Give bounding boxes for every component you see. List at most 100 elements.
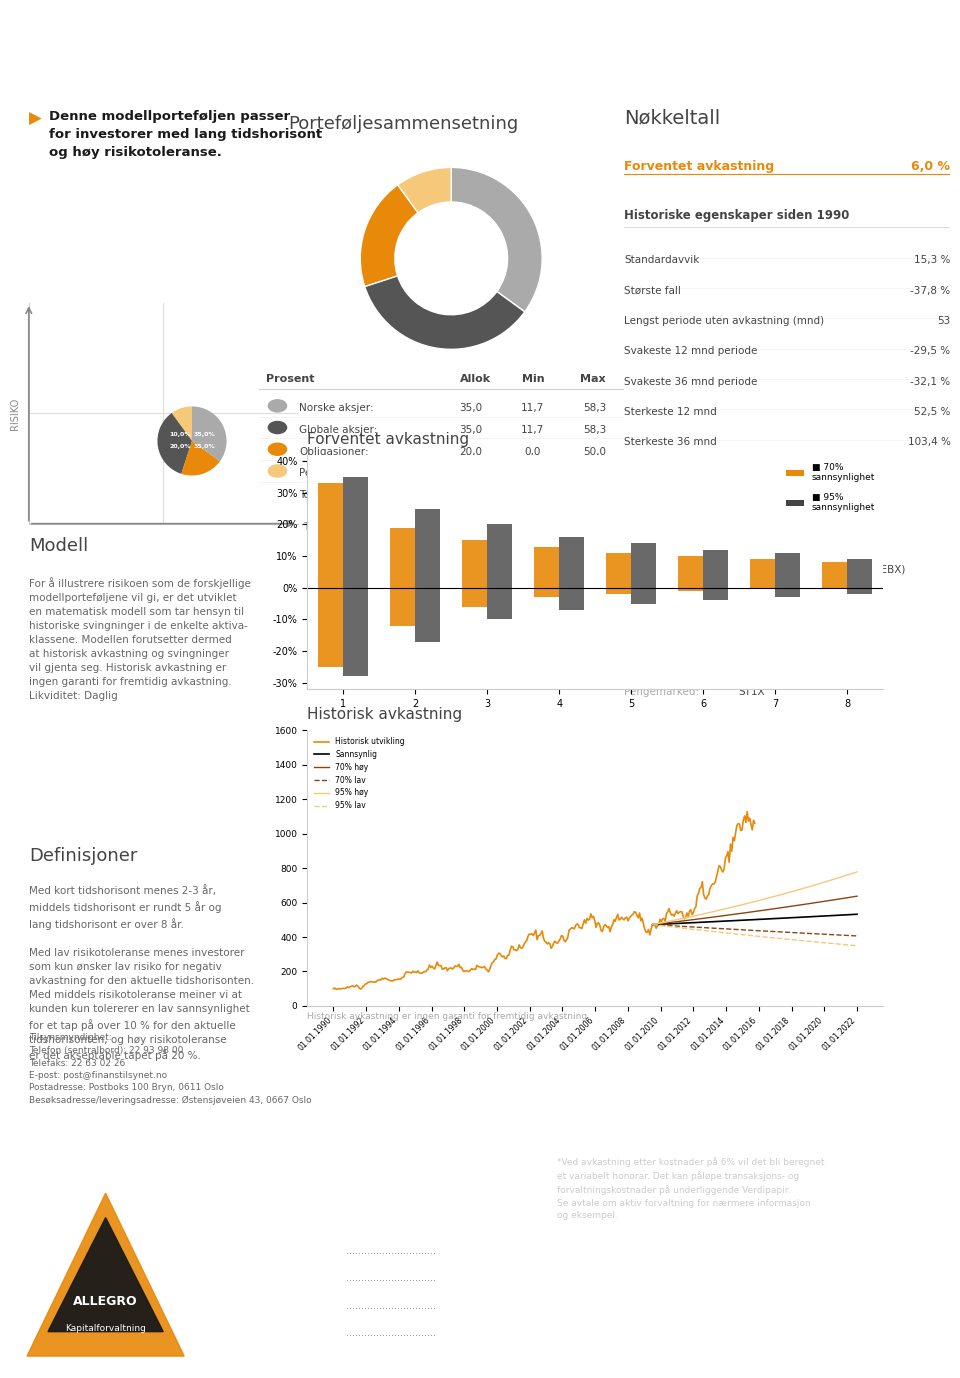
Sannsynlig — [769, 911, 780, 927]
Text: 10,0%: 10,0% — [169, 431, 191, 437]
95% lav — [771, 930, 782, 947]
Polygon shape — [27, 1193, 184, 1356]
70% høy — [769, 900, 780, 916]
Line: 70% lav: 70% lav — [653, 925, 857, 936]
Sannsynlig — [779, 909, 790, 926]
Bar — [606, 553, 632, 587]
Sannsynlig — [737, 912, 749, 929]
Text: -32,1 %: -32,1 % — [910, 376, 950, 387]
Text: Variabelt forvaltningshonorar*: Variabelt forvaltningshonorar* — [211, 1328, 370, 1338]
70% høy — [828, 892, 839, 908]
Text: Total aksjeandel:: Total aksjeandel: — [300, 491, 387, 500]
Text: 50,0: 50,0 — [584, 446, 607, 456]
Text: Største fall: Største fall — [624, 285, 681, 296]
Text: Standardavvik: Standardavvik — [624, 255, 700, 265]
Bar — [487, 587, 513, 619]
Text: 58,3: 58,3 — [583, 404, 607, 413]
95% lav — [786, 932, 798, 948]
Bar — [390, 528, 415, 587]
70% høy — [852, 887, 863, 904]
Bar — [750, 559, 775, 587]
Text: 0,0: 0,0 — [524, 469, 541, 478]
Sannsynlig — [786, 909, 798, 926]
70% lav — [647, 916, 659, 933]
Text: Historisk avkastning er ingen garanti for fremtidig avkastning.: Historisk avkastning er ingen garanti fo… — [307, 1011, 590, 1021]
Text: Pengemarked:: Pengemarked: — [300, 469, 374, 478]
Text: 0,00 %: 0,00 % — [505, 1273, 540, 1283]
Bar — [848, 559, 873, 587]
70% lav — [771, 923, 782, 940]
70% lav — [769, 923, 780, 940]
Text: Definisjoner: Definisjoner — [29, 847, 137, 865]
Bar — [776, 553, 801, 587]
Text: 103,4 %: 103,4 % — [907, 437, 950, 448]
Bar — [559, 587, 585, 610]
Text: 0,0: 0,0 — [524, 446, 541, 456]
70% lav — [737, 922, 749, 938]
95% lav — [828, 936, 839, 952]
Wedge shape — [157, 413, 192, 474]
Text: TID: TID — [303, 522, 320, 532]
Sannsynlig — [852, 905, 863, 922]
95% lav — [737, 926, 749, 943]
70% høy — [779, 898, 790, 915]
Text: 70,0: 70,0 — [459, 491, 482, 500]
Bar — [678, 557, 703, 587]
Text: ALLEGRO: ALLEGRO — [73, 1295, 138, 1308]
Text: ST4X: ST4X — [738, 646, 765, 656]
Text: Forventet avkastning: Forventet avkastning — [624, 160, 774, 172]
Text: *Ved avkastning etter kostnader på 6% vil det bli beregnet
et variabelt honorar.: *Ved avkastning etter kostnader på 6% vi… — [557, 1158, 825, 1220]
Bar — [632, 587, 657, 604]
70% lav — [828, 926, 839, 943]
Circle shape — [269, 422, 287, 434]
95% lav — [779, 930, 790, 947]
Text: Pengemarked:: Pengemarked: — [624, 686, 699, 697]
Line: 70% høy: 70% høy — [653, 896, 857, 925]
95% lav — [852, 937, 863, 954]
Text: 35,0: 35,0 — [459, 404, 482, 413]
Historisk utvikling — [376, 970, 388, 987]
Text: Norske aksjer:: Norske aksjer: — [624, 564, 699, 575]
95% høy — [828, 871, 839, 887]
Line: 95% høy: 95% høy — [653, 872, 857, 925]
70% høy — [647, 916, 659, 933]
Text: Sterkeste 12 mnd: Sterkeste 12 mnd — [624, 407, 717, 418]
Text: Allok: Allok — [460, 373, 491, 383]
Bar — [318, 484, 344, 587]
Text: Aktivaklassenes referanseindekser: Aktivaklassenes referanseindekser — [624, 526, 857, 540]
Text: 10 %: 10 % — [515, 1328, 540, 1338]
Bar — [415, 508, 441, 587]
Text: Obligasjoner:: Obligasjoner: — [300, 446, 369, 456]
Circle shape — [269, 444, 287, 455]
Text: 11,7: 11,7 — [521, 424, 544, 435]
Sannsynlig — [828, 907, 839, 923]
Text: Historiske egenskaper siden 1990: Historiske egenskaper siden 1990 — [624, 208, 850, 222]
Bar — [559, 537, 585, 587]
Legend: Historisk utvikling, Sannsynlig, 70% høy, 70% lav, 95% høy, 95% lav: Historisk utvikling, Sannsynlig, 70% høy… — [311, 734, 408, 813]
Bar — [487, 525, 513, 587]
Text: Sterkeste 36 mnd: Sterkeste 36 mnd — [624, 437, 717, 448]
Text: Globale Aksjer:: Globale Aksjer: — [624, 605, 703, 615]
Text: Min: Min — [522, 373, 544, 383]
Text: Med kort tidshorisont menes 2-3 år,
middels tidshorisont er rundt 5 år og
lang t: Med kort tidshorisont menes 2-3 år, midd… — [29, 885, 254, 1061]
Text: Oslo Børs Hovedindeks (OSEBX): Oslo Børs Hovedindeks (OSEBX) — [738, 564, 905, 575]
70% lav — [786, 925, 798, 941]
Text: Lengst periode uten avkastning (mnd): Lengst periode uten avkastning (mnd) — [624, 316, 824, 327]
Bar — [822, 562, 847, 587]
Text: 15,3 %: 15,3 % — [914, 255, 950, 265]
Text: ..............................: .............................. — [346, 1273, 436, 1283]
Line: Historisk utvikling: Historisk utvikling — [333, 812, 755, 989]
Wedge shape — [397, 167, 451, 212]
95% høy — [852, 864, 863, 881]
Text: Kostnader: Kostnader — [211, 1196, 302, 1215]
Historisk utvikling — [741, 803, 753, 820]
Text: -29,5 %: -29,5 % — [910, 346, 950, 357]
Text: Totalforvaltning: Totalforvaltning — [44, 65, 205, 84]
Text: Tegningskostnad: Tegningskostnad — [211, 1246, 299, 1255]
Text: 20,0: 20,0 — [459, 446, 482, 456]
Text: 53: 53 — [937, 316, 950, 327]
Text: -37,8 %: -37,8 % — [910, 285, 950, 296]
Wedge shape — [360, 185, 418, 287]
Text: 35,0: 35,0 — [521, 491, 544, 500]
Wedge shape — [181, 441, 220, 475]
